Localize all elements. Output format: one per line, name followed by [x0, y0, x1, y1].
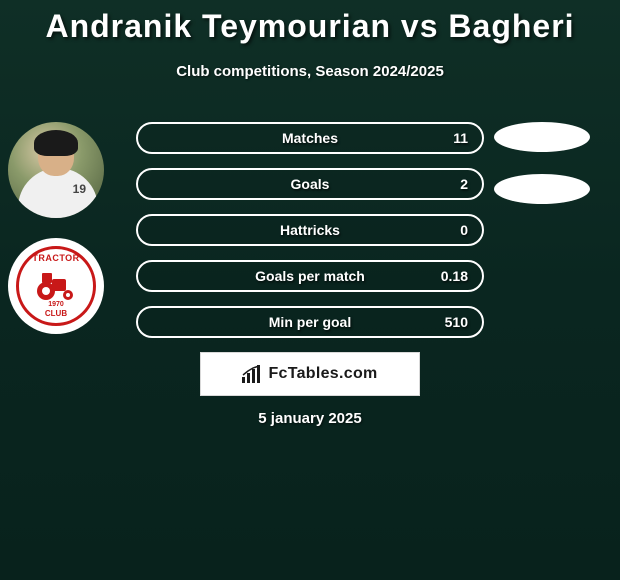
badge-top-text: TRACTOR — [19, 253, 93, 263]
stat-row: Hattricks 0 — [136, 214, 484, 246]
stat-label: Goals per match — [255, 268, 365, 284]
stat-row: Goals 2 — [136, 168, 484, 200]
fctables-logo: FcTables.com — [200, 352, 420, 396]
stat-value: 0 — [460, 222, 468, 238]
tractor-icon — [34, 271, 78, 301]
comparison-ellipse — [494, 122, 590, 152]
comparison-title: Andranik Teymourian vs Bagheri — [0, 0, 620, 45]
avatar-column: TRACTOR 1970 CLUB — [8, 122, 104, 354]
stat-value: 510 — [445, 314, 468, 330]
stats-column: Matches 11 Goals 2 Hattricks 0 Goals per… — [136, 122, 484, 352]
badge-year-text: 1970 — [19, 301, 93, 308]
stat-label: Hattricks — [280, 222, 340, 238]
player-avatar — [8, 122, 104, 218]
badge-bottom-text: CLUB — [19, 309, 93, 318]
stat-row: Min per goal 510 — [136, 306, 484, 338]
stat-label: Min per goal — [269, 314, 351, 330]
ellipse-column — [494, 122, 590, 226]
season-subtitle: Club competitions, Season 2024/2025 — [0, 63, 620, 80]
stat-value: 0.18 — [441, 268, 468, 284]
stat-label: Matches — [282, 130, 338, 146]
stat-label: Goals — [291, 176, 330, 192]
stat-value: 11 — [453, 130, 468, 146]
comparison-ellipse — [494, 174, 590, 204]
chart-icon — [242, 365, 262, 383]
logo-text: FcTables.com — [268, 365, 377, 383]
stat-value: 2 — [460, 176, 468, 192]
stat-row: Goals per match 0.18 — [136, 260, 484, 292]
generation-date: 5 january 2025 — [0, 410, 620, 427]
stat-row: Matches 11 — [136, 122, 484, 154]
club-badge: TRACTOR 1970 CLUB — [8, 238, 104, 334]
